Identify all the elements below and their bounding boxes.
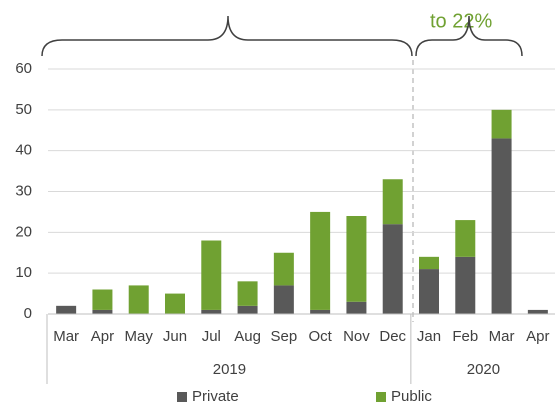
bar-segment xyxy=(92,309,113,314)
group-label: 2019 xyxy=(213,361,246,378)
x-tick-label: Apr xyxy=(526,328,549,345)
bar-segment xyxy=(273,252,294,286)
legend-label: Public xyxy=(391,388,432,403)
bar-segment xyxy=(237,281,258,306)
bar-segment xyxy=(128,285,149,314)
legend-swatch xyxy=(376,392,386,402)
y-tick-label: 0 xyxy=(24,305,32,322)
bar-segment xyxy=(165,293,185,314)
x-tick-label: Nov xyxy=(343,328,370,345)
y-tick-label: 20 xyxy=(15,223,32,240)
bar-segment xyxy=(527,309,548,314)
y-tick-label: 40 xyxy=(15,142,32,159)
x-tick-label: Jan xyxy=(417,328,441,345)
x-tick-label: Feb xyxy=(452,328,478,345)
bar-segment xyxy=(419,256,439,270)
bar-segment xyxy=(419,269,439,314)
bar-segment xyxy=(382,179,403,225)
brace-2019 xyxy=(41,15,413,57)
x-tick-label: Mar xyxy=(489,328,515,345)
y-tick-label: 60 xyxy=(15,60,32,77)
y-tick-label: 50 xyxy=(15,101,32,118)
bar-segment xyxy=(92,289,113,310)
y-tick-label: 10 xyxy=(15,264,32,281)
bar-segment xyxy=(201,240,222,310)
x-tick-label: Oct xyxy=(308,328,332,345)
bar-segment xyxy=(310,211,331,310)
brace-2020 xyxy=(415,15,523,57)
bar-segment xyxy=(346,216,367,302)
x-tick-label: Mar xyxy=(53,328,79,345)
x-tick-label: Jun xyxy=(163,328,187,345)
legend-swatch xyxy=(177,392,187,402)
x-tick-label: Sep xyxy=(271,328,298,345)
bar-segment xyxy=(455,220,476,257)
annotation: to 22% xyxy=(430,10,492,32)
x-tick-label: Aug xyxy=(234,328,261,345)
bar-segment xyxy=(310,309,331,314)
bar-segment xyxy=(237,305,258,314)
bar-segment xyxy=(273,285,294,314)
y-tick-label: 30 xyxy=(15,182,32,199)
legend-label: Private xyxy=(192,388,239,403)
x-tick-label: Dec xyxy=(379,328,406,345)
bar-segment xyxy=(346,301,367,314)
x-tick-label: May xyxy=(125,328,154,345)
bar-segment xyxy=(455,256,476,314)
group-label: 2020 xyxy=(467,361,500,378)
x-tick-label: Apr xyxy=(91,328,114,345)
x-tick-label: Jul xyxy=(202,328,221,345)
bar-segment xyxy=(56,305,77,314)
bar-segment xyxy=(491,138,512,314)
bar-segment xyxy=(382,224,403,314)
bar-segment xyxy=(201,309,222,314)
bar-segment xyxy=(491,109,512,139)
